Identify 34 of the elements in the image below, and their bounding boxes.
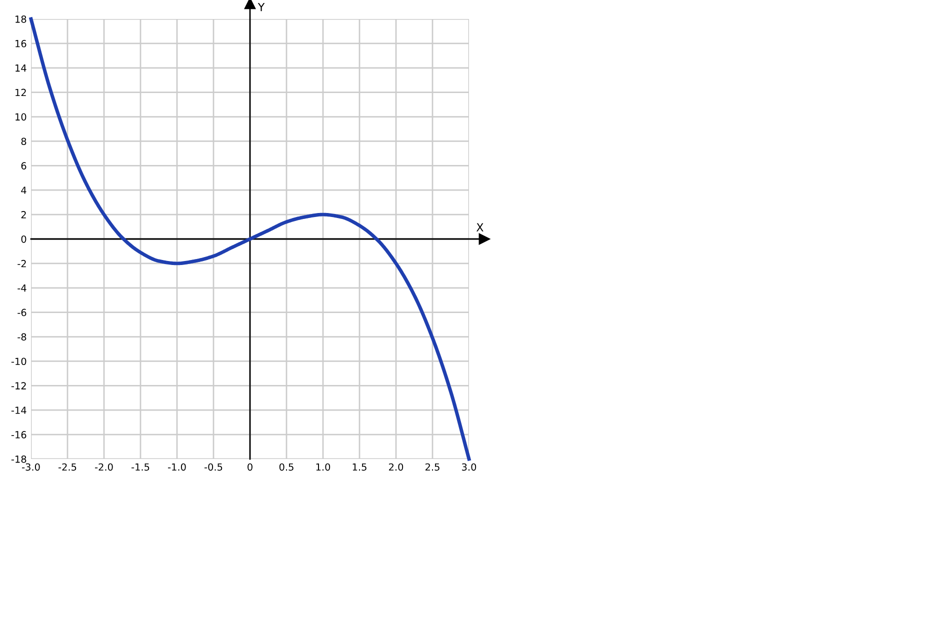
x-tick-label: -1.0 [168, 463, 186, 471]
x-tick-label: 0 [248, 463, 252, 471]
x-tick-label: -2.5 [58, 463, 76, 471]
x-tick-label: 3.0 [462, 463, 476, 471]
y-tick-label: 4 [21, 186, 26, 194]
x-tick-label: 1.5 [352, 463, 366, 471]
y-tick-label: -16 [11, 431, 26, 438]
y-tick-label: 18 [16, 15, 26, 23]
y-tick-label: -8 [18, 333, 26, 341]
x-axis-title: X [476, 223, 484, 232]
y-tick-label: -4 [18, 284, 26, 292]
x-tick-label: 0.5 [279, 463, 294, 471]
x-tick-label: -0.5 [204, 463, 222, 471]
y-tick-label: 14 [16, 64, 26, 72]
y-tick-label: 10 [16, 113, 26, 121]
x-tick-label: 2.0 [388, 463, 404, 471]
y-tick-label: 6 [21, 162, 26, 170]
y-tick-label: -10 [11, 358, 26, 366]
y-axis-title: Y [258, 2, 265, 12]
x-tick-label: -3.0 [22, 463, 40, 471]
x-tick-label: -1.5 [131, 463, 150, 471]
y-tick-label: 12 [16, 88, 26, 96]
y-tick-label: -14 [11, 406, 26, 414]
y-tick-label: 16 [16, 40, 26, 48]
y-tick-label: 2 [21, 211, 26, 218]
x-tick-label: 1.0 [316, 463, 330, 471]
y-tick-label: 0 [21, 235, 26, 243]
y-tick-label: -6 [18, 308, 26, 316]
y-tick-label: -12 [11, 382, 26, 390]
y-tick-label: -2 [18, 260, 26, 268]
x-tick-label: -2.0 [94, 463, 113, 471]
y-tick-label: 8 [21, 138, 26, 146]
x-tick-label: 2.5 [425, 463, 440, 471]
y-tick-label: -18 [11, 455, 26, 463]
